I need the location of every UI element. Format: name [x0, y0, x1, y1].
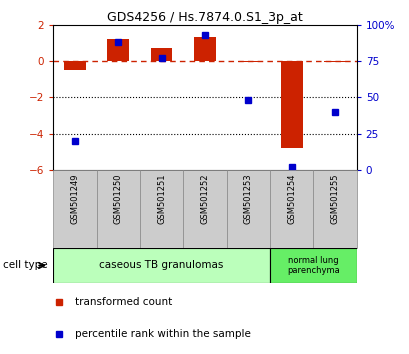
- Bar: [64, 61, 85, 70]
- Text: GSM501254: GSM501254: [286, 173, 295, 223]
- Text: caseous TB granulomas: caseous TB granulomas: [99, 261, 223, 270]
- Bar: [312, 170, 356, 248]
- Text: GSM501251: GSM501251: [157, 173, 166, 223]
- Bar: [53, 170, 97, 248]
- Bar: [53, 248, 270, 283]
- Bar: [139, 170, 183, 248]
- Text: GSM501255: GSM501255: [330, 173, 339, 223]
- Bar: [183, 170, 226, 248]
- Bar: [270, 248, 356, 283]
- Text: cell type: cell type: [3, 260, 47, 270]
- Text: transformed count: transformed count: [74, 297, 171, 307]
- Text: GSM501250: GSM501250: [114, 173, 123, 223]
- Text: GSM501249: GSM501249: [70, 173, 79, 223]
- Bar: [324, 61, 345, 62]
- Text: GSM501253: GSM501253: [243, 173, 252, 224]
- Bar: [97, 170, 139, 248]
- Bar: [226, 170, 270, 248]
- Bar: [237, 61, 258, 62]
- Bar: [280, 61, 302, 148]
- Text: normal lung
parenchyma: normal lung parenchyma: [286, 256, 339, 275]
- Bar: [194, 38, 215, 61]
- Bar: [270, 170, 312, 248]
- Text: GSM501252: GSM501252: [200, 173, 209, 223]
- Text: percentile rank within the sample: percentile rank within the sample: [74, 329, 250, 339]
- Title: GDS4256 / Hs.7874.0.S1_3p_at: GDS4256 / Hs.7874.0.S1_3p_at: [107, 11, 302, 24]
- Bar: [107, 39, 129, 61]
- Bar: [151, 48, 172, 61]
